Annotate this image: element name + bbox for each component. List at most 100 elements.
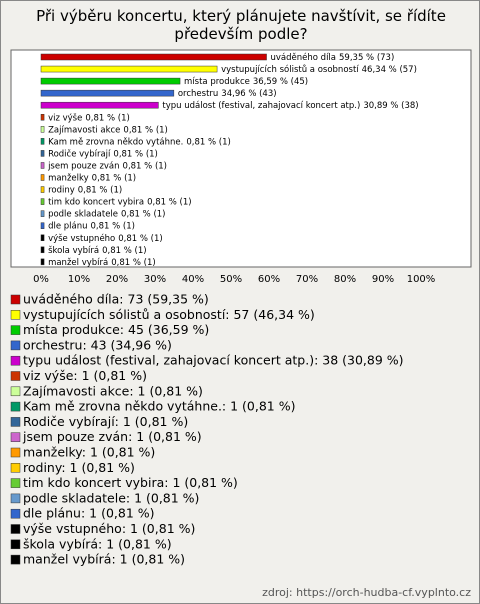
bar [40, 162, 45, 169]
bar-value-label: 0,81 % (1) [147, 197, 191, 207]
bar-label: vystupujících sólistů a osobností 46,34 %… [221, 64, 417, 75]
bar-category: manželky [48, 173, 89, 183]
x-tick-label: 20% [106, 274, 128, 285]
legend-label: orchestru: 43 (34,96 %) [23, 337, 172, 352]
x-tick-label: 0% [33, 274, 49, 285]
legend-swatch [10, 478, 21, 488]
bar [40, 89, 175, 97]
x-tick-label: 10% [68, 274, 90, 285]
source: zdroj: https://orch-hudba-cf.vyplnto.cz [262, 586, 471, 599]
bar-category: rodiny [48, 185, 75, 195]
x-tick-label: 40% [182, 274, 204, 285]
bar [40, 101, 159, 109]
bar-category: uváděného díla [271, 52, 337, 63]
bar-category: výše vstupného [48, 232, 115, 243]
bar-label: škola vybírá 0,81 % (1) [48, 244, 147, 255]
bar-label: tim kdo koncert vybira 0,81 % (1) [48, 197, 192, 207]
bar-value-label: 0,81 % (1) [92, 173, 136, 183]
x-tick-label: 100% [407, 274, 436, 285]
x-tick-label: 80% [334, 274, 356, 285]
legend-label: manžel vybírá: 1 (0,81 %) [23, 552, 185, 567]
legend-label: dle plánu: 1 (0,81 %) [23, 506, 155, 521]
bar-category: vystupujících sólistů a osobností [221, 64, 359, 75]
bar [40, 53, 267, 61]
x-tick-label: 50% [220, 274, 242, 285]
bar-value-label: 0,81 % (1) [111, 257, 155, 267]
bar-value-label: 0,81 % (1) [186, 137, 230, 147]
bar [40, 126, 45, 133]
bar-value-label: 36,59 % (45) [253, 77, 308, 87]
bar [40, 138, 45, 145]
bar-label: jsem pouze zván 0,81 % (1) [47, 161, 167, 171]
bar-label: místa produkce 36,59 % (45) [184, 77, 308, 87]
bar-value-label: 0,81 % (1) [78, 185, 122, 195]
legend-label: místa produkce: 45 (36,59 %) [23, 322, 209, 337]
legend-swatch [10, 539, 21, 550]
bar-value-label: 0,81 % (1) [123, 161, 167, 171]
x-tick-label: 90% [372, 274, 394, 285]
bar [40, 186, 45, 193]
bar [40, 174, 45, 181]
x-tick-label: 30% [144, 274, 166, 285]
bar [40, 77, 181, 85]
legend-swatch [10, 310, 21, 320]
bar-label: viz výše 0,81 % (1) [48, 112, 130, 123]
bar-value-label: 0,81 % (1) [118, 233, 162, 243]
bar-value-label: 0,81 % (1) [85, 113, 129, 123]
bar-category: místa produkce [184, 77, 250, 87]
x-tick-label: 70% [296, 274, 318, 285]
legend-swatch [10, 355, 21, 366]
bar [40, 258, 45, 266]
bar-value-label: 0,81 % (1) [91, 221, 135, 231]
legend-swatch [10, 447, 21, 458]
legend-label: podle skladatele: 1 (0,81 %) [23, 490, 199, 505]
bar-label: Zajímavosti akce 0,81 % (1) [48, 125, 168, 135]
legend-label: typu událost (festival, zahajovací konce… [23, 353, 404, 368]
bar [40, 65, 218, 73]
bar-category: typu událost (festival, zahajovací konce… [162, 101, 360, 111]
bar-category: manžel vybírá [48, 257, 108, 267]
bar-value-label: 0,81 % (1) [102, 245, 146, 255]
bar-value-label: 0,81 % (1) [121, 209, 165, 219]
legend-label: viz výše: 1 (0,81 %) [23, 368, 147, 383]
bar-label: manžel vybírá 0,81 % (1) [48, 257, 156, 267]
bar [40, 246, 45, 254]
legend-swatch [10, 401, 21, 412]
bar-label: manželky 0,81 % (1) [48, 173, 136, 183]
bar-label: orchestru 34,96 % (43) [178, 89, 277, 99]
bar-label: typu událost (festival, zahajovací konce… [162, 101, 418, 111]
legend-swatch [10, 524, 21, 534]
legend-label: škola vybírá: 1 (0,81 %) [23, 536, 172, 551]
bar-category: viz výše [48, 112, 82, 123]
legend-swatch [10, 386, 21, 397]
legend-label: manželky: 1 (0,81 %) [23, 445, 155, 460]
chart-title: Při výběru koncertu, který plánujete nav… [36, 7, 446, 43]
bar-value-label: 0,81 % (1) [123, 125, 167, 135]
legend-label: tim kdo koncert vybira: 1 (0,81 %) [23, 475, 238, 490]
legend-swatch [10, 554, 21, 565]
bar-label: rodiny 0,81 % (1) [48, 185, 122, 195]
legend-swatch [10, 432, 21, 442]
legend-label: rodiny: 1 (0,81 %) [23, 460, 135, 475]
legend-swatch [10, 294, 21, 305]
legend-label: jsem pouze zván: 1 (0,81 %) [22, 429, 202, 444]
bar-label: Kam mě zrovna někdo vytáhne. 0,81 % (1) [48, 137, 231, 147]
legend-swatch [10, 325, 21, 335]
legend-label: Kam mě zrovna někdo vytáhne.: 1 (0,81 %) [23, 399, 295, 414]
bar-label: podle skladatele 0,81 % (1) [48, 209, 165, 219]
legend-label: vystupujících sólistů a osobností: 57 (4… [23, 307, 315, 322]
bar [40, 222, 45, 229]
legend-swatch [10, 417, 21, 427]
bar-category: orchestru [178, 89, 218, 99]
bar-category: Zajímavosti akce [48, 125, 120, 135]
bar-value-label: 34,96 % (43) [221, 89, 276, 99]
legend-swatch [10, 463, 21, 473]
bar-label: Rodiče vybírají 0,81 % (1) [48, 148, 158, 159]
bar-value-label: 46,34 % (57) [362, 65, 417, 75]
legend-label: Rodiče vybírají: 1 (0,81 %) [23, 414, 188, 429]
bar-category: Rodiče vybírají [48, 148, 111, 159]
legend-label: uváděného díla: 73 (59,35 %) [23, 292, 209, 307]
bar [40, 114, 45, 121]
